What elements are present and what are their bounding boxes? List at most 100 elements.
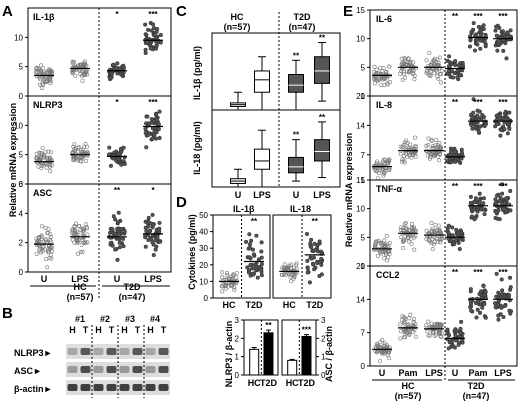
d-sub-0-series-1-point bbox=[247, 232, 252, 237]
a-sub-1-series-1-point bbox=[71, 155, 76, 160]
e-sub-3-series-1-point bbox=[399, 318, 404, 323]
d-sub-1-series-1-point bbox=[308, 241, 313, 246]
a-sub-0-series-1-point bbox=[70, 61, 75, 66]
b-band-2-5 bbox=[132, 384, 143, 391]
e-sub-1-series-1-point bbox=[398, 152, 403, 157]
a-sub-2-series-0-point bbox=[48, 245, 53, 250]
e-sub-1-series-2-point bbox=[435, 143, 440, 148]
a-sub-2-series-0-point bbox=[40, 248, 45, 253]
a-sub-1-series-0-point bbox=[40, 145, 45, 150]
a-asc-label: ASC bbox=[33, 188, 53, 198]
e-sub-1-series-3-point bbox=[445, 159, 450, 164]
a-sub-2-series-1-point bbox=[85, 240, 90, 245]
a-sub-2-series-0-point bbox=[37, 247, 42, 252]
a-sub-2-series-0-point bbox=[35, 238, 40, 243]
e-sub-1-series-1-point bbox=[413, 154, 418, 159]
e-sub-2-series-3-point bbox=[452, 242, 457, 247]
a-sub-1-series-2-point bbox=[108, 163, 113, 168]
e-sub-3-series-0-point bbox=[380, 338, 385, 343]
a-sub-1-series-0-point bbox=[46, 149, 51, 154]
d-sub-1-series-0-point bbox=[281, 265, 286, 270]
b-lane-label-5: T bbox=[135, 325, 141, 335]
e-sub-0-series-2-point bbox=[436, 60, 441, 65]
e-sub-3-series-4-point bbox=[468, 287, 473, 292]
e-sub-1-series-1-point bbox=[406, 145, 411, 150]
e-sub-1-series-2-point bbox=[432, 153, 437, 158]
b-lane-label-4: H bbox=[121, 325, 128, 335]
a-sub-1-series-3-point bbox=[150, 136, 155, 141]
e-sub-0-series-2-point bbox=[431, 58, 436, 63]
d-sub-0-series-1-sig: ** bbox=[251, 217, 258, 226]
e-sub-2-series-5-point bbox=[494, 200, 499, 205]
e-sub-1-series-1-point bbox=[402, 142, 407, 147]
a-sub-2-series-1-point bbox=[70, 230, 75, 235]
db-sub-1-ytick-label-2: 2 bbox=[321, 334, 326, 343]
e-sub-1-series-4-point bbox=[477, 109, 482, 114]
c-sub-0-box-2-sig: ** bbox=[293, 51, 300, 60]
a-sub-1-series-3-point bbox=[157, 109, 162, 114]
a-sub-2-series-1-point bbox=[85, 232, 90, 237]
e-sub-0-series-4-point bbox=[476, 24, 481, 29]
d-nlrp3-ylabel: NLRP3 / β-actin bbox=[224, 321, 234, 388]
b-row-actin: β-actin► bbox=[14, 384, 52, 394]
b-sample-2: #2 bbox=[100, 314, 110, 324]
e-sub-0-series-1-point bbox=[404, 62, 409, 67]
e-ccl2-label: CCL2 bbox=[376, 270, 400, 280]
c-il1b-ylabel: IL-1β (pg/ml) bbox=[192, 46, 202, 100]
e-sub-2-series-4-point bbox=[481, 196, 486, 201]
e-sub-3-series-1-point bbox=[413, 334, 418, 339]
e-sub-3-series-3-point bbox=[459, 319, 464, 324]
a-sub-1-series-3-point bbox=[154, 136, 159, 141]
c-sub-0-box-1-iqr bbox=[254, 70, 270, 93]
e-sub-1-series-1-point bbox=[411, 153, 416, 158]
e-sub-1-ytick-label-1: 7 bbox=[361, 151, 366, 160]
e-sub-0-series-4-point bbox=[482, 39, 487, 44]
db-sub-1-bar-1-sig: *** bbox=[302, 326, 312, 335]
b-band-0-4 bbox=[119, 348, 130, 355]
e-sub-1-series-4-point bbox=[478, 124, 483, 129]
b-sample-4: #4 bbox=[150, 314, 160, 324]
a-sub-1-series-3-point bbox=[152, 129, 157, 134]
d-sub-1-series-0-point bbox=[288, 274, 293, 279]
a-sub-2-series-2-point bbox=[117, 240, 122, 245]
d-sub-1-series-1-sig: ** bbox=[312, 217, 319, 226]
c-sub-1-box-3-sig: ** bbox=[319, 113, 326, 122]
e-sub-1-series-1-point bbox=[398, 144, 403, 149]
e-sub-0-series-1-point bbox=[413, 65, 418, 70]
a-sub-1-series-3-point bbox=[157, 136, 162, 141]
e-sub-1-series-5-point bbox=[507, 126, 512, 131]
e-sub-1-series-0-point bbox=[387, 159, 392, 164]
e-sub-3-series-1-point bbox=[412, 316, 417, 321]
b-row-asc: ASC► bbox=[14, 366, 42, 376]
e-sub-0-series-2-point bbox=[427, 50, 432, 55]
e-t2d-n: (n=47) bbox=[463, 391, 490, 401]
a-sub-0-series-2-point bbox=[115, 61, 120, 66]
e-sub-0-series-5-point bbox=[496, 41, 501, 46]
e-sub-1-ytick-label-0: 1 bbox=[361, 176, 366, 185]
b-sample-3: #3 bbox=[125, 314, 135, 324]
a-sub-2-ytick-label-3: 6 bbox=[19, 180, 24, 189]
d-sub-1-xtick-label-0: HC bbox=[283, 300, 296, 310]
panel-letter-c: C bbox=[176, 3, 187, 20]
a-sub-1-series-1-point bbox=[71, 158, 76, 163]
e-sub-3-series-5-point bbox=[508, 285, 513, 290]
b-band-0-2 bbox=[93, 348, 104, 355]
b-lane-label-0: H bbox=[69, 325, 76, 335]
e-sub-1-series-4-point bbox=[473, 122, 478, 127]
d-sub-1-series-1-point bbox=[307, 280, 312, 285]
a-sub-1-series-2-point bbox=[119, 149, 124, 154]
e-sub-3-series-5-point bbox=[508, 275, 513, 280]
a-t2d-name: T2D bbox=[123, 282, 141, 292]
e-sub-1-series-2-point bbox=[428, 154, 433, 159]
e-sub-1-series-2-point bbox=[425, 153, 430, 158]
e-sub-1-series-3-point bbox=[452, 149, 457, 154]
e-sub-0-series-2-point bbox=[432, 71, 437, 76]
e-sub-0-series-4-point bbox=[475, 42, 480, 47]
e-sub-0-series-0-point bbox=[374, 67, 379, 72]
b-lane-label-3: T bbox=[109, 325, 115, 335]
e-sub-0-series-3-sig: ** bbox=[452, 12, 459, 21]
d-sub-0-series-0-point bbox=[231, 272, 236, 277]
e-sub-2-series-3-point bbox=[454, 227, 459, 232]
a-sub-1-series-0-point bbox=[39, 151, 44, 156]
a-sub-1-series-2-point bbox=[116, 156, 121, 161]
